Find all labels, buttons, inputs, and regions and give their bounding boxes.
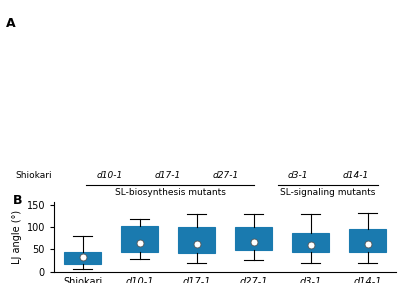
Text: Shiokari: Shiokari <box>16 171 52 180</box>
Text: SL-biosynthesis mutants: SL-biosynthesis mutants <box>114 188 226 197</box>
PathPatch shape <box>64 252 101 264</box>
Text: d3-1: d3-1 <box>288 171 308 180</box>
Text: d10-1: d10-1 <box>97 171 123 180</box>
PathPatch shape <box>235 227 272 250</box>
PathPatch shape <box>349 229 386 252</box>
PathPatch shape <box>178 227 215 253</box>
Text: d14-1: d14-1 <box>343 171 369 180</box>
Text: d27-1: d27-1 <box>213 171 239 180</box>
PathPatch shape <box>121 226 158 252</box>
Text: B: B <box>13 194 22 207</box>
Text: SL-signaling mutants: SL-signaling mutants <box>280 188 376 197</box>
PathPatch shape <box>292 233 329 252</box>
Text: A: A <box>6 17 16 30</box>
Text: d17-1: d17-1 <box>155 171 181 180</box>
Y-axis label: LJ angle (°): LJ angle (°) <box>12 210 22 264</box>
